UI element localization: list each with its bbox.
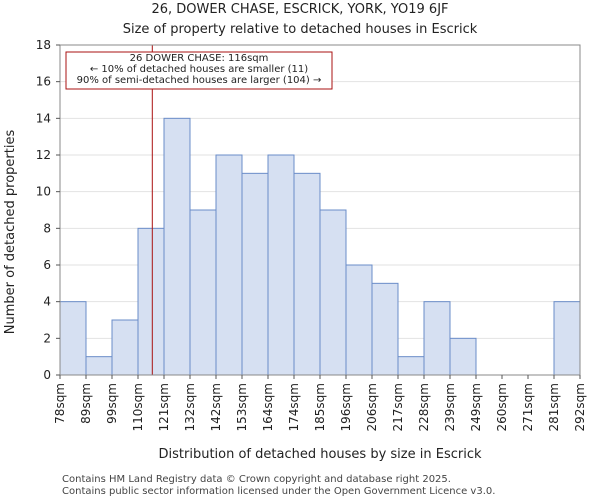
bar [371, 282, 399, 376]
x-tick-label: 153sqm [235, 383, 249, 431]
y-tick-label: 6 [43, 258, 51, 272]
annotation-line-2: ← 10% of detached houses are smaller (11… [90, 64, 308, 75]
x-tick-label: 99sqm [105, 383, 119, 424]
bar [241, 172, 269, 376]
x-axis-label: Distribution of detached houses by size … [159, 447, 482, 462]
bar [189, 209, 217, 376]
annotation-line-3: 90% of semi-detached houses are larger (… [77, 75, 322, 86]
bar [423, 301, 451, 376]
y-tick-label: 10 [36, 185, 51, 199]
y-tick-label: 2 [43, 331, 51, 345]
bar [85, 356, 113, 376]
x-tick-label: 89sqm [79, 383, 93, 424]
annotation-box [65, 51, 333, 90]
x-tick-label: 196sqm [339, 383, 353, 431]
x-tick-label: 239sqm [443, 383, 457, 431]
y-axis-label: Number of detached properties [3, 130, 18, 335]
chart-subtitle: Size of property relative to detached ho… [123, 22, 478, 37]
y-tick-label: 0 [43, 368, 51, 382]
bar [137, 227, 165, 376]
y-tick-label: 14 [36, 111, 51, 125]
annotation-line-1: 26 DOWER CHASE: 116sqm [130, 53, 269, 64]
x-tick-label: 249sqm [469, 383, 483, 431]
footer-line-2: Contains public sector information licen… [62, 486, 495, 497]
bars [59, 117, 581, 376]
x-axis-ticks: 78sqm 89sqm 99sqm 110sqm 121sqm 132sqm 142sqm 1… [53, 375, 587, 431]
x-tick-label: 260sqm [495, 383, 509, 431]
bar [553, 301, 581, 376]
x-tick-label: 281sqm [547, 383, 561, 431]
y-tick-label: 8 [43, 221, 51, 235]
y-axis-ticks: 0 2 4 6 8 10 12 14 16 18 [36, 38, 60, 382]
x-tick-label: 142sqm [209, 383, 223, 431]
x-tick-label: 292sqm [573, 383, 587, 431]
y-tick-label: 12 [36, 148, 51, 162]
bar [293, 172, 321, 376]
x-tick-label: 78sqm [53, 383, 67, 424]
bar [319, 209, 347, 376]
x-tick-label: 110sqm [131, 383, 145, 431]
x-tick-label: 217sqm [391, 383, 405, 431]
bar [215, 154, 243, 376]
x-tick-label: 174sqm [287, 383, 301, 431]
x-tick-label: 121sqm [157, 383, 171, 431]
footer-line-1: Contains HM Land Registry data © Crown c… [62, 474, 451, 485]
bar [59, 301, 87, 376]
bar [449, 337, 477, 376]
bar [345, 264, 373, 376]
bar [163, 117, 191, 376]
chart-title: 26, DOWER CHASE, ESCRICK, YORK, YO19 6JF [151, 2, 448, 17]
x-tick-label: 228sqm [417, 383, 431, 431]
bar [267, 154, 295, 376]
x-tick-label: 206sqm [365, 383, 379, 431]
y-tick-label: 16 [36, 75, 51, 89]
bar [397, 356, 425, 376]
bar [111, 319, 139, 376]
x-tick-label: 164sqm [261, 383, 275, 431]
x-tick-label: 132sqm [183, 383, 197, 431]
x-tick-label: 185sqm [313, 383, 327, 431]
y-tick-label: 4 [43, 295, 51, 309]
y-tick-label: 18 [36, 38, 51, 52]
x-tick-label: 271sqm [521, 383, 535, 431]
